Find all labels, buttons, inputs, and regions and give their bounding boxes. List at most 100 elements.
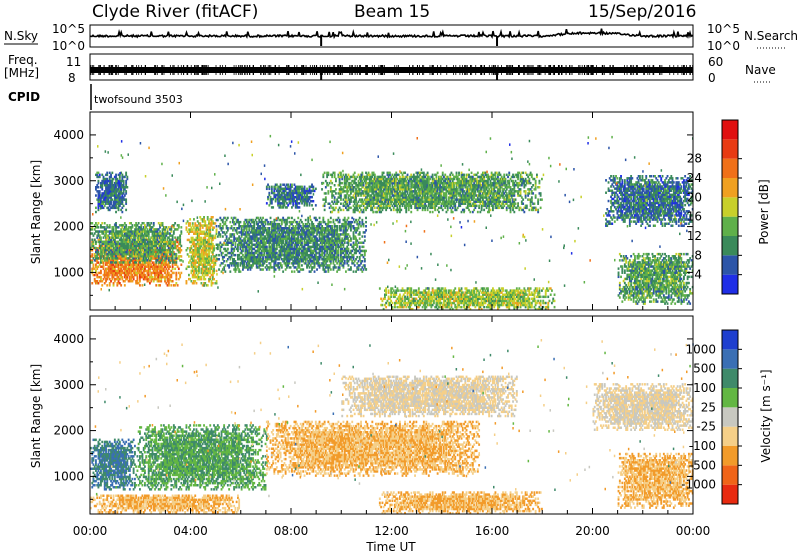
rti-cell [302, 268, 305, 271]
rti-cell [106, 263, 109, 266]
rti-cell [278, 245, 281, 249]
rti-cell [155, 255, 158, 258]
rti-cell [211, 238, 214, 242]
rti-cell [132, 259, 135, 262]
rti-cell [139, 230, 141, 233]
rti-cell [332, 231, 335, 234]
rti-cell [152, 238, 155, 241]
rti-cell [125, 244, 128, 248]
rti-cell [264, 258, 267, 261]
rti-cell [268, 239, 271, 242]
rti-cell [112, 206, 115, 210]
rti-cell [110, 230, 112, 233]
rti-cell [225, 249, 228, 253]
rti-cell [247, 237, 249, 240]
rti-cell [329, 262, 332, 265]
rti-cell [312, 225, 315, 228]
rti-cell [292, 231, 295, 234]
rti-cell [288, 237, 291, 240]
rti-cell [338, 239, 341, 242]
rti-cell [159, 238, 161, 241]
rti-cell [313, 243, 316, 246]
rti-cell [235, 264, 238, 267]
rti-cell [229, 220, 232, 224]
rti-cell [97, 208, 100, 212]
rti-cell [171, 242, 174, 246]
rti-cell [115, 234, 117, 237]
rti-cell [93, 267, 96, 271]
rti-cell [307, 229, 310, 232]
rti-cell [174, 255, 177, 258]
rti-cell [170, 255, 173, 258]
rti-cell [337, 245, 340, 249]
rti-cell [123, 234, 126, 237]
rti-cell [175, 282, 178, 285]
rti-cell [108, 190, 111, 193]
rti-cell [307, 262, 310, 265]
rti-cell [258, 258, 261, 261]
rti-cell [292, 260, 295, 263]
rti-cell [361, 260, 364, 263]
rti-cell [259, 253, 262, 257]
rti-cell [96, 250, 99, 254]
rti-cell [198, 238, 200, 242]
rti-cell [277, 266, 280, 269]
rti-cell [151, 230, 154, 233]
rti-cell [278, 225, 281, 228]
rti-cell [155, 252, 158, 256]
rti-cell [245, 220, 248, 224]
rti-cell [323, 251, 326, 255]
rti-cell [191, 261, 194, 264]
rti-cell [115, 257, 117, 260]
rti-cell [134, 249, 136, 252]
rti-cell [103, 181, 106, 185]
rti-cell [120, 275, 123, 279]
rti-cell [151, 240, 154, 244]
rti-cell [134, 230, 136, 233]
rti-cell [294, 225, 297, 228]
rti-cell [159, 234, 161, 237]
rti-cell [152, 248, 155, 252]
rti-cell [208, 234, 210, 238]
rti-cell [171, 240, 174, 244]
rti-cell [151, 271, 154, 275]
rti-cell [353, 229, 356, 232]
rti-cell [303, 237, 306, 240]
rti-cell [96, 247, 99, 250]
rti-cell [151, 232, 154, 235]
rti-cell [110, 267, 112, 271]
rti-cell [111, 186, 114, 189]
rti-cell [108, 208, 111, 212]
rti-cell [242, 247, 244, 251]
rti-cell [337, 260, 340, 263]
rti-cell [329, 227, 332, 230]
power-data [90, 134, 694, 311]
rti-cell [159, 232, 161, 235]
rti-cell [92, 247, 95, 250]
rti-cell [135, 234, 138, 237]
rti-cell [336, 249, 339, 253]
rti-cell [208, 238, 210, 242]
rti-cell [318, 237, 321, 240]
rti-cell [297, 249, 300, 253]
rti-cell [115, 198, 117, 201]
rti-cell [118, 224, 121, 227]
rti-cell [327, 241, 330, 244]
rti-cell [203, 253, 205, 256]
rti-cell [147, 248, 150, 252]
rti-cell [100, 280, 102, 283]
rti-cell [341, 233, 344, 236]
rti-cell [116, 284, 119, 287]
rti-cell [95, 206, 97, 210]
rti-cell [292, 262, 295, 265]
rti-cell [204, 261, 207, 264]
rti-cell [127, 240, 130, 244]
rti-cell [254, 231, 257, 234]
rti-cell [321, 231, 324, 234]
rti-cell [204, 240, 207, 244]
rti-cell [91, 226, 94, 229]
rti-cell [105, 230, 107, 233]
rti-cell [132, 242, 135, 246]
rti-cell [156, 265, 159, 268]
rti-cell [95, 249, 97, 252]
